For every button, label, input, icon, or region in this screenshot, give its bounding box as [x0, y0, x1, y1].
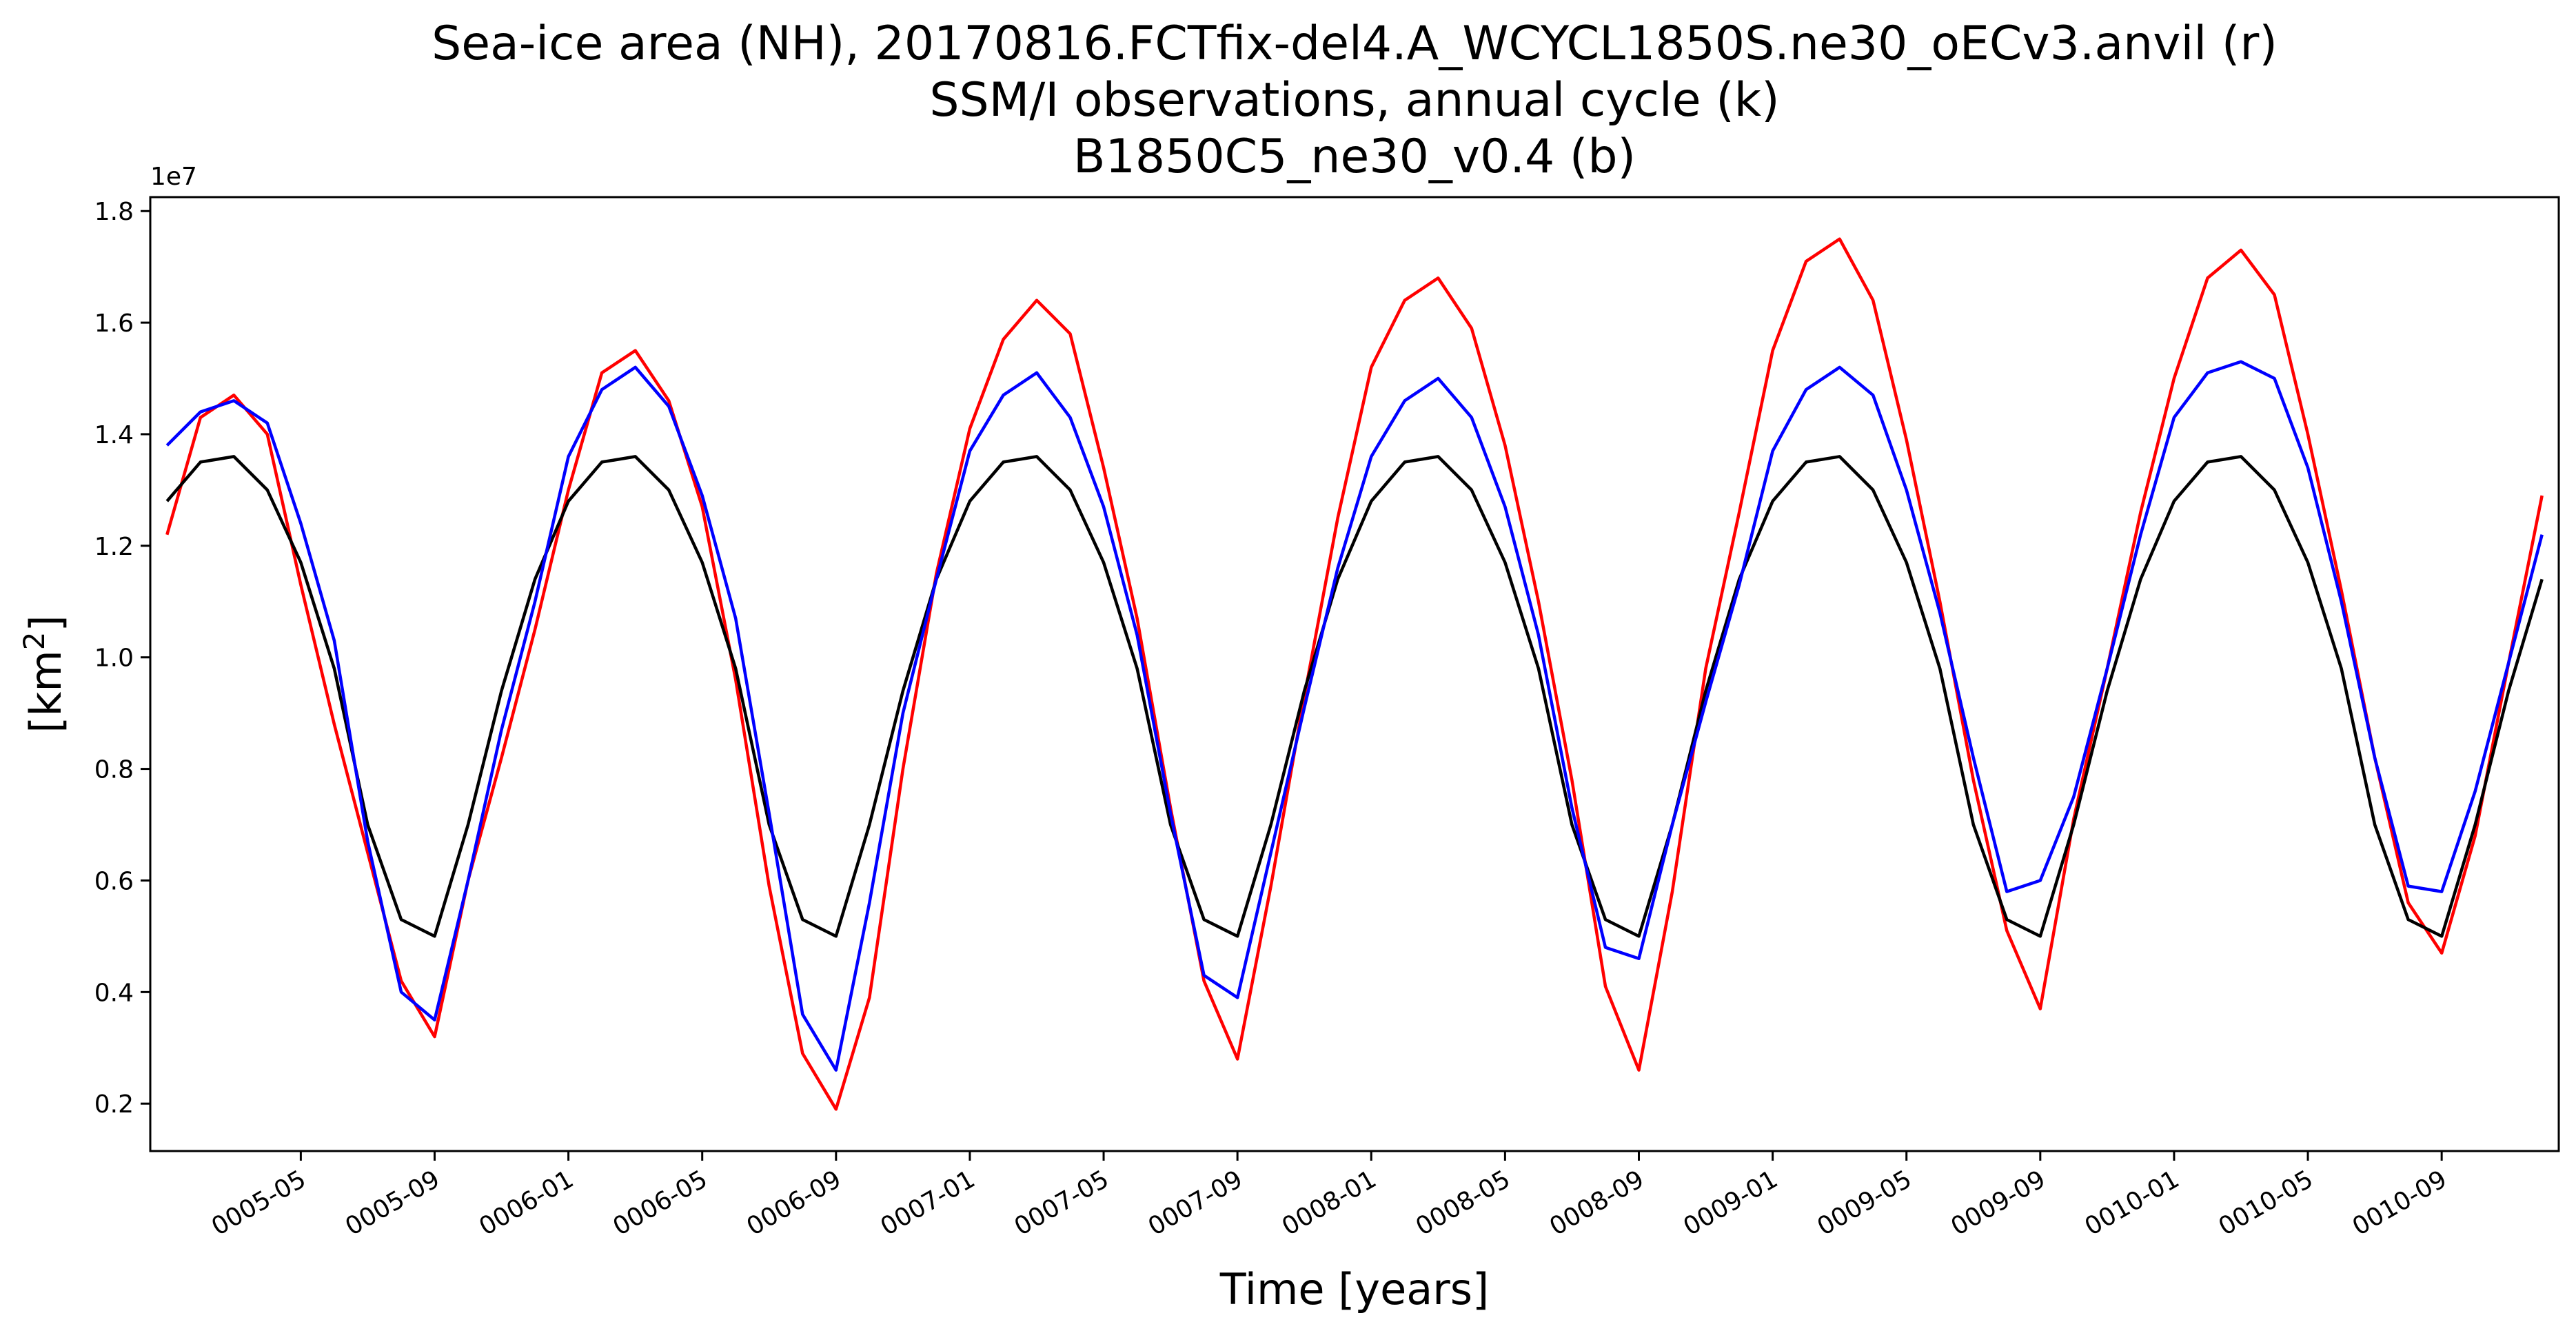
- y-tick-label: 0.6: [94, 867, 134, 895]
- y-tick-label: 1.6: [94, 309, 134, 338]
- x-tick-label: 0008-09: [1545, 1165, 1649, 1241]
- y-tick-label: 1.2: [94, 533, 134, 561]
- title-line-1: Sea-ice area (NH), 20170816.FCTfix-del4.…: [432, 17, 2278, 71]
- y-tick-label: 1.8: [94, 198, 134, 226]
- x-tick-label: 0008-05: [1411, 1165, 1515, 1241]
- y-tick-label: 1.0: [94, 644, 134, 673]
- x-tick-label: 0010-01: [2080, 1165, 2184, 1241]
- title-line-2: SSM/I observations, annual cycle (k): [929, 73, 1779, 128]
- series-line-2: [165, 455, 2544, 938]
- y-axis-label-close: ]: [21, 615, 71, 631]
- y-axis-label-unit: [km: [21, 650, 71, 733]
- title-line-3: B1850C5_ne30_v0.4 (b): [1073, 130, 1636, 184]
- x-tick-label: 0009-09: [1947, 1165, 2051, 1241]
- chart-title: Sea-ice area (NH), 20170816.FCTfix-del4.…: [432, 17, 2278, 184]
- plot-frame: [149, 196, 2560, 1152]
- y-axis: 0.2 0.4 0.6 0.8 1.0 1.2 1.4 1.6 1.8: [94, 198, 150, 1119]
- x-tick-label: 0010-05: [2214, 1165, 2318, 1241]
- x-tick-label: 0005-09: [341, 1165, 445, 1241]
- y-tick-label: 0.8: [94, 756, 134, 784]
- y-tick-label: 0.4: [94, 979, 134, 1007]
- series-line-1: [165, 237, 2544, 1111]
- x-tick-label: 0009-05: [1812, 1165, 1916, 1241]
- x-tick-label: 0008-01: [1277, 1165, 1381, 1241]
- series-group: [165, 237, 2544, 1111]
- y-axis-label-superscript: 2: [17, 631, 51, 650]
- x-axis-label: Time [years]: [1219, 1264, 1489, 1314]
- x-tick-label: 0006-01: [474, 1165, 578, 1241]
- y-axis-label: [km2]: [17, 615, 71, 733]
- y-tick-label: 0.2: [94, 1090, 134, 1119]
- x-tick-label: 0006-05: [608, 1165, 712, 1241]
- x-tick-label: 0007-05: [1010, 1165, 1114, 1241]
- x-axis: 0005-05 0005-09 0006-01 0006-05 0006-09 0007-…: [207, 1151, 2452, 1241]
- y-tick-label: 1.4: [94, 421, 134, 449]
- x-tick-label: 0007-01: [876, 1165, 980, 1241]
- x-tick-label: 0010-09: [2348, 1165, 2452, 1241]
- x-tick-label: 0007-09: [1144, 1165, 1248, 1241]
- y-offset-label: 1e7: [150, 163, 197, 191]
- x-tick-label: 0005-05: [207, 1165, 311, 1241]
- series-line-3: [165, 360, 2544, 1072]
- x-tick-label: 0006-09: [742, 1165, 846, 1241]
- x-tick-label: 0009-01: [1679, 1165, 1783, 1241]
